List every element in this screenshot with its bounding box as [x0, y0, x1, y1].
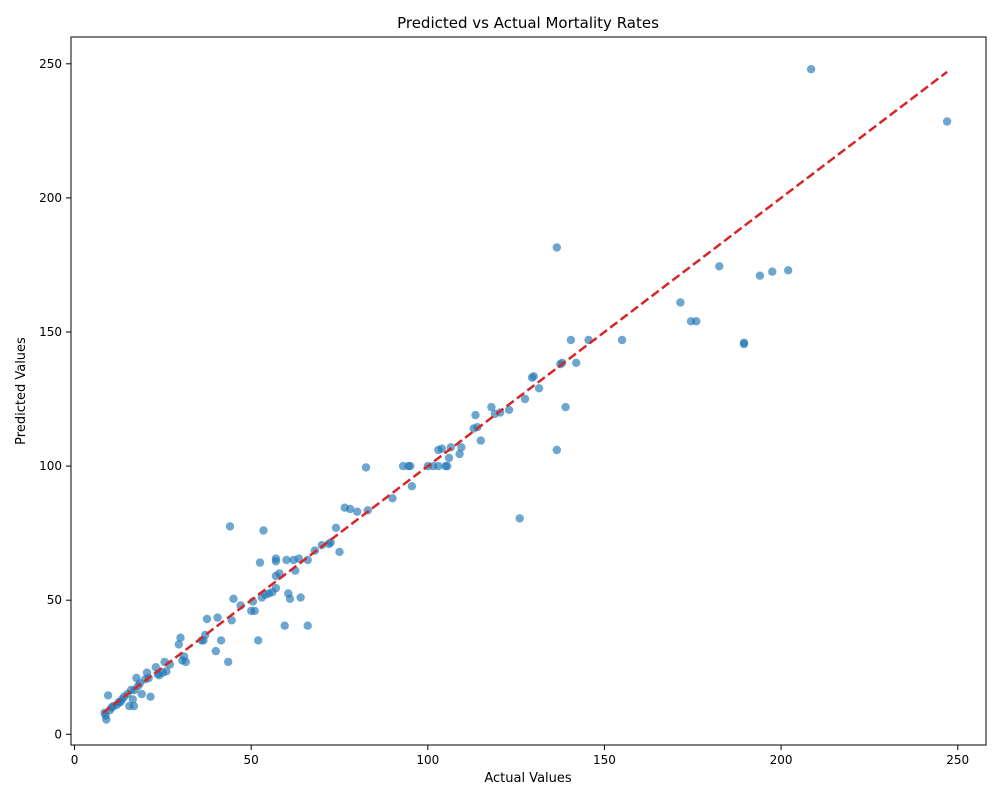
x-tick-label: 100 — [416, 753, 439, 767]
data-point — [271, 583, 281, 593]
data-point — [520, 394, 530, 404]
data-point — [515, 514, 524, 523]
data-point — [552, 445, 561, 455]
chart-title: Predicted vs Actual Mortality Rates — [397, 14, 659, 32]
x-tick-label: 50 — [244, 753, 259, 767]
data-point — [294, 554, 304, 563]
data-point — [388, 494, 397, 503]
data-point — [443, 461, 452, 471]
data-point — [504, 405, 514, 414]
data-point — [282, 555, 291, 565]
data-point — [151, 663, 160, 672]
data-point — [361, 463, 371, 472]
data-point — [676, 298, 685, 307]
data-point — [128, 695, 137, 704]
data-point — [103, 691, 113, 700]
points-layer — [100, 65, 952, 724]
data-point — [561, 402, 570, 412]
x-axis: 0 50 100 150 200 250 — [71, 745, 969, 767]
data-point — [471, 410, 480, 420]
data-point — [202, 614, 212, 624]
data-point — [285, 594, 295, 603]
data-point — [437, 444, 447, 453]
data-point — [303, 621, 312, 630]
data-point — [529, 372, 538, 381]
data-point — [617, 335, 627, 345]
data-point — [174, 640, 183, 649]
y-tick-label: 100 — [39, 459, 62, 473]
data-point — [211, 646, 220, 656]
data-point — [806, 65, 816, 74]
data-point — [216, 636, 226, 645]
x-tick-label: 200 — [770, 753, 793, 767]
data-point — [768, 267, 777, 276]
data-point — [534, 384, 544, 393]
y-axis-title: Predicted Values — [14, 337, 29, 445]
data-point — [259, 526, 268, 535]
data-point — [102, 715, 111, 724]
data-point — [457, 443, 466, 452]
data-point — [250, 606, 259, 616]
x-tick-label: 0 — [71, 753, 79, 767]
data-point — [692, 317, 701, 326]
data-point — [444, 453, 454, 463]
data-point — [296, 593, 305, 602]
data-point — [942, 117, 952, 126]
x-axis-title: Actual Values — [484, 771, 572, 786]
y-tick-label: 50 — [47, 593, 62, 607]
data-point — [255, 558, 265, 567]
data-point — [476, 436, 485, 445]
data-point — [137, 689, 146, 699]
data-point — [181, 657, 190, 667]
data-point — [335, 547, 344, 557]
data-point — [326, 538, 335, 547]
data-point — [407, 482, 417, 491]
data-point — [331, 523, 341, 532]
data-point — [146, 692, 155, 701]
y-tick-label: 0 — [54, 727, 62, 741]
reference-line — [102, 70, 948, 714]
data-point — [213, 613, 222, 622]
data-point — [162, 667, 171, 676]
x-tick-label: 250 — [946, 753, 969, 767]
data-point — [552, 243, 561, 252]
data-point — [275, 569, 284, 578]
y-tick-label: 250 — [39, 57, 62, 71]
data-point — [224, 657, 233, 667]
data-point — [739, 338, 749, 347]
data-point — [353, 507, 362, 516]
data-point — [254, 636, 263, 645]
data-point — [406, 461, 415, 471]
data-point — [129, 701, 139, 711]
x-tick-label: 150 — [593, 753, 616, 767]
data-point — [176, 633, 185, 642]
data-point — [271, 554, 281, 563]
data-point — [784, 266, 793, 275]
data-point — [715, 262, 724, 271]
data-point — [455, 449, 464, 459]
y-axis: 0 50 100 150 200 250 — [39, 57, 71, 741]
data-point — [434, 461, 443, 471]
data-point — [487, 402, 496, 412]
data-point — [566, 335, 576, 345]
data-point — [755, 271, 765, 280]
data-point — [345, 504, 355, 514]
data-point — [227, 616, 236, 625]
plot-frame — [70, 36, 987, 746]
reference-line-layer — [102, 70, 948, 714]
data-point — [280, 621, 289, 630]
data-point — [572, 358, 581, 367]
y-tick-label: 150 — [39, 325, 62, 339]
data-point — [225, 522, 235, 531]
data-point — [229, 594, 238, 603]
y-tick-label: 200 — [39, 191, 62, 205]
